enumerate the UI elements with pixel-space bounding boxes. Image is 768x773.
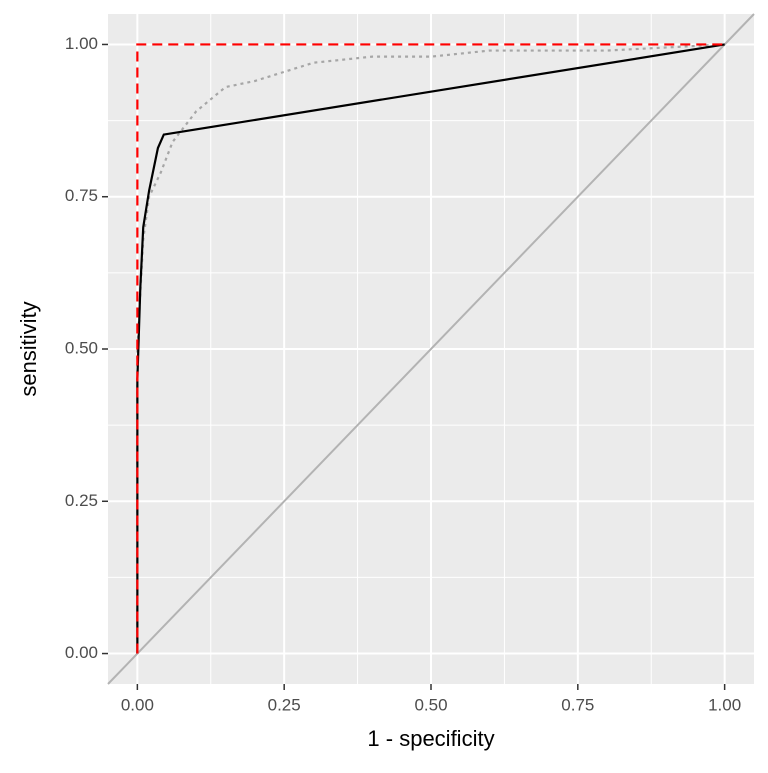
y-tick-label: 0.75 [65,186,98,205]
x-tick-label: 0.50 [414,695,447,714]
x-tick-label: 0.75 [561,695,594,714]
y-tick-label: 0.50 [65,338,98,357]
roc-curve [136,43,725,654]
x-tick-label: 0.00 [121,695,154,714]
y-tick-label: 0.00 [65,643,98,662]
y-tick-label: 0.25 [65,491,98,510]
x-tick-label: 0.25 [268,695,301,714]
roc-curve [136,43,725,654]
reference-diagonal [107,13,755,685]
y-tick-label: 1.00 [65,34,98,53]
x-tick-label: 1.00 [708,695,741,714]
y-axis-title: sensitivity [16,301,41,396]
x-axis-title: 1 - specificity [367,726,494,751]
